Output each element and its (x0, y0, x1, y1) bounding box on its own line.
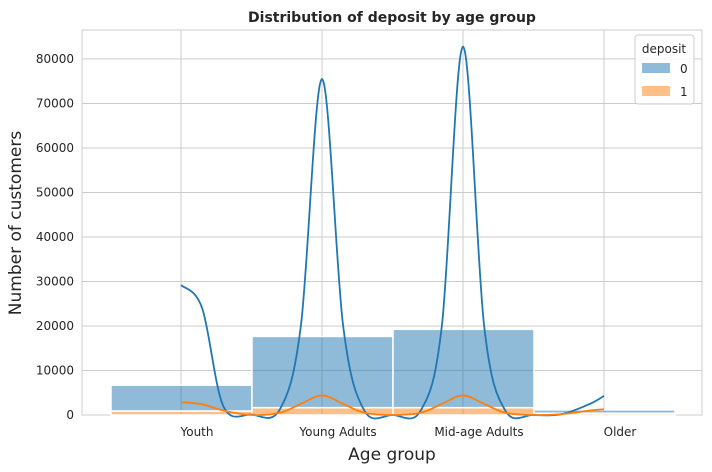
y-tick-label: 50000 (36, 185, 74, 199)
legend-title: deposit (642, 42, 687, 56)
bars (110, 328, 676, 416)
x-tick-label: Older (604, 425, 637, 439)
x-tick-label: Youth (180, 425, 214, 439)
x-axis-label: Age group (348, 445, 436, 465)
x-tick-label: Mid-age Adults (434, 425, 523, 439)
y-tick-label: 30000 (36, 274, 74, 288)
y-tick-label: 80000 (36, 52, 74, 66)
y-tick-label: 0 (66, 408, 74, 422)
legend: deposit 0 1 (634, 34, 695, 105)
bar-segment-deposit-0 (533, 409, 676, 414)
legend-swatch-1 (642, 86, 670, 96)
legend-swatch-0 (642, 63, 670, 73)
kde-curve-deposit-1 (180, 394, 605, 416)
y-tick-label: 40000 (36, 230, 74, 244)
y-tick-label: 10000 (36, 363, 74, 377)
y-tick-label: 60000 (36, 141, 74, 155)
bar-segment-deposit-0 (110, 384, 253, 412)
chart-title: Distribution of deposit by age group (248, 10, 536, 26)
x-tick-label: Young Adults (298, 425, 376, 439)
y-tick-label: 70000 (36, 96, 74, 110)
axes: 0 10000 20000 30000 40000 50000 60000 70000 8000… (36, 52, 637, 439)
y-axis-label: Number of customers (6, 131, 26, 316)
y-tick-label: 20000 (36, 319, 74, 333)
bar-segment-deposit-0 (251, 335, 394, 409)
kde-curves (180, 45, 605, 420)
legend-label-0: 0 (680, 62, 688, 76)
legend-label-1: 1 (680, 85, 688, 99)
